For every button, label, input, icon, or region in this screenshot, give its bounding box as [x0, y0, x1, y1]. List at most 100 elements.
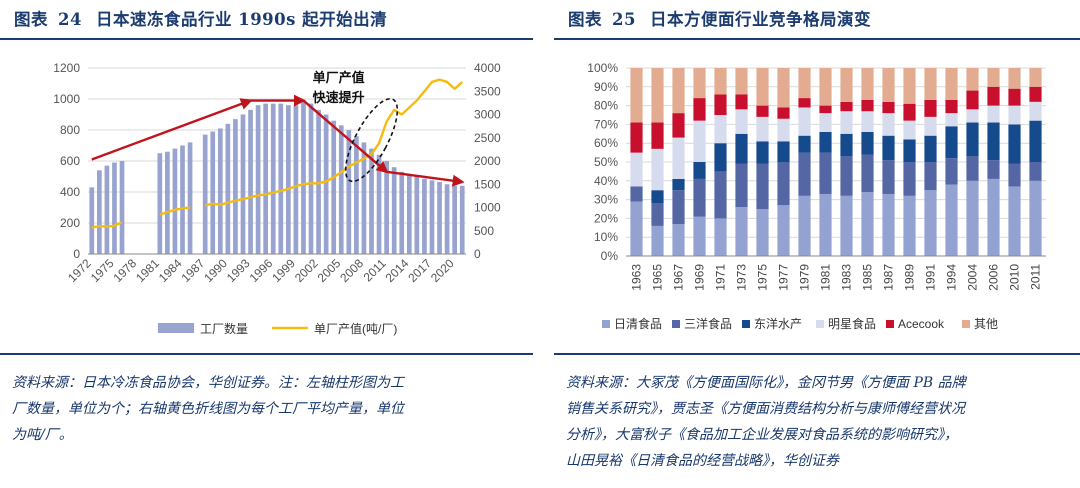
share-segment — [777, 141, 790, 162]
share-segment — [630, 152, 643, 187]
share-segment — [777, 68, 790, 108]
left-chart-line — [91, 78, 464, 229]
right-chart-bars — [630, 68, 1042, 256]
share-segment — [1008, 186, 1021, 256]
share-segment — [798, 152, 811, 196]
share-segment — [945, 68, 958, 100]
share-segment — [798, 195, 811, 256]
x-tick-label: 1977 — [777, 264, 791, 291]
left-chart-title: 图表 24 日本速冻食品行业 1990s 起开始出清 — [14, 10, 388, 29]
share-segment — [672, 224, 685, 256]
x-tick-label: 2002 — [292, 256, 321, 285]
x-tick-label: 1971 — [714, 264, 728, 291]
share-segment — [1008, 163, 1021, 187]
share-segment — [903, 195, 916, 256]
factory-count-bar — [180, 145, 185, 254]
output-per-plant-line — [159, 206, 191, 216]
factory-count-bar — [255, 105, 261, 254]
factory-count-bar — [414, 176, 420, 254]
factory-count-bar — [384, 161, 389, 254]
share-segment — [672, 137, 685, 179]
share-segment — [735, 109, 748, 134]
share-segment — [819, 152, 832, 194]
left-source-rule — [0, 353, 533, 355]
factory-count-bar — [217, 128, 223, 254]
factory-count-bar — [331, 120, 337, 254]
left-chart-arrows — [91, 94, 465, 187]
left-y-tick-label: 400 — [60, 185, 80, 199]
share-segment — [798, 135, 811, 153]
factory-count-bar — [187, 142, 193, 254]
share-segment — [882, 101, 895, 114]
factory-count-bar — [240, 114, 246, 254]
right-source-line: 分析》，大富秋子《食品加工企业发展对食品系统的影响研究》， — [566, 427, 958, 443]
factory-count-bar — [278, 103, 284, 255]
right-chart-legend: 日清食品 三洋食品 东洋水产 明星食品 Acecook 其他 — [602, 316, 998, 331]
share-segment — [924, 68, 937, 100]
right-source-line: 山田晃裕《日清食品的经营战略》，华创证券 — [566, 453, 839, 469]
right-source-line: 资料来源：大冢茂《方便面国际化》，金冈节男《方便面 PB 品牌 — [566, 375, 966, 391]
factory-count-bar — [172, 148, 178, 254]
legend-label: 日清食品 — [614, 316, 662, 331]
x-tick-label: 1987 — [882, 264, 896, 291]
share-segment — [945, 158, 958, 185]
left-y-tick-label: 200 — [60, 216, 80, 230]
share-segment — [651, 225, 664, 256]
left-title-rule — [0, 38, 533, 40]
y-tick-label: 0% — [601, 249, 619, 263]
output-per-plant-line — [204, 78, 464, 207]
x-tick-label: 2005 — [315, 256, 344, 285]
x-tick-label: 1983 — [840, 264, 854, 291]
share-segment — [819, 193, 832, 256]
right-y-tick-label: 4000 — [474, 61, 501, 75]
share-segment — [651, 148, 664, 191]
x-tick-label: 1963 — [630, 264, 644, 291]
x-tick-label: 1978 — [110, 256, 139, 285]
share-segment — [966, 68, 979, 91]
share-segment — [693, 162, 706, 179]
left-source-line: 为吨/厂。 — [12, 427, 73, 443]
share-segment — [735, 68, 748, 95]
y-tick-label: 90% — [594, 80, 618, 94]
factory-count-bar — [354, 136, 359, 254]
share-segment — [777, 205, 790, 256]
share-segment — [840, 111, 853, 134]
y-tick-label: 10% — [594, 230, 618, 244]
legend-swatch-bar — [158, 323, 194, 333]
share-segment — [861, 68, 874, 100]
y-tick-label: 30% — [594, 193, 618, 207]
share-segment — [903, 120, 916, 140]
factory-count-bar — [346, 130, 352, 254]
factory-count-bar — [119, 161, 125, 254]
y-tick-label: 50% — [594, 155, 618, 169]
share-segment — [651, 68, 664, 123]
share-segment — [861, 192, 874, 256]
factory-count-bar — [96, 170, 102, 254]
share-segment — [861, 99, 874, 112]
share-segment — [882, 193, 895, 256]
share-segment — [1029, 180, 1042, 256]
share-segment — [735, 207, 748, 256]
left-chart-bars — [89, 102, 465, 255]
factory-count-bar — [308, 103, 314, 255]
share-segment — [1008, 105, 1021, 125]
x-tick-label: 2011 — [1029, 264, 1043, 290]
share-segment — [714, 94, 727, 115]
factory-count-bar — [233, 119, 238, 255]
factory-count-bar — [429, 180, 435, 254]
share-segment — [924, 135, 937, 162]
share-segment — [840, 101, 853, 112]
factory-count-bar — [437, 181, 442, 254]
x-tick-label: 1984 — [156, 256, 185, 285]
share-segment — [735, 133, 748, 164]
factory-count-bar — [459, 185, 465, 254]
share-segment — [819, 131, 832, 153]
right-y-tick-label: 2500 — [474, 131, 501, 145]
factory-count-bar — [369, 148, 374, 254]
right-chart: 0% 10% 20% 30% 40% 50% 60% 70% 80% 90% 100% 1963 196… — [587, 61, 1046, 331]
factory-count-bar — [285, 105, 291, 254]
share-segment — [840, 68, 853, 102]
share-segment — [987, 86, 1000, 106]
factory-count-bar — [112, 162, 117, 254]
left-source-line: 资料来源：日本冷冻食品协会，华创证券。注：左轴柱形图为工 — [12, 375, 404, 391]
